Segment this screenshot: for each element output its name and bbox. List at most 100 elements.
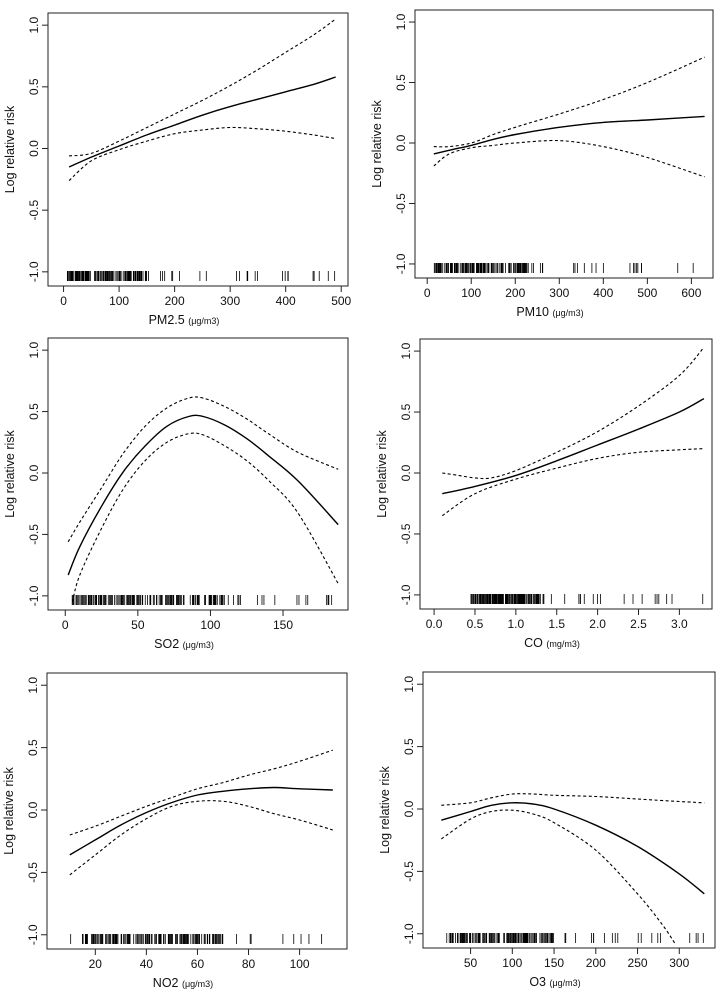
series-group xyxy=(69,749,333,876)
x-tick-label: 100 xyxy=(290,957,310,971)
upper-ci-line xyxy=(441,793,705,806)
x-tick-label: 0.5 xyxy=(467,617,484,631)
x-tick-label: 150 xyxy=(273,618,293,632)
x-axis: 0.0 0.5 1.0 1.5 2.0 2.5 3.0 CO (mg/m3) xyxy=(426,609,688,650)
x-axis-label-pollutant: SO2 xyxy=(154,637,183,651)
upper-ci-line xyxy=(442,347,705,480)
x-tick-label: 600 xyxy=(681,286,701,300)
series-group xyxy=(441,347,705,517)
y-tick-label: 0.0 xyxy=(27,140,41,157)
x-tick-label: 400 xyxy=(593,286,613,300)
plot-frame xyxy=(47,12,349,287)
y-tick-label: -0.5 xyxy=(27,200,41,221)
y-tick-label: -0.5 xyxy=(26,862,40,883)
x-axis-label-pollutant: NO2 xyxy=(153,976,182,990)
estimate-line xyxy=(69,786,333,856)
y-tick-label: 1.0 xyxy=(402,676,416,693)
y-axis: -1.0 -0.5 0.0 0.5 1.0 Log relative risk xyxy=(375,342,420,605)
upper-ci-line xyxy=(67,396,339,543)
y-tick-label: 0.0 xyxy=(27,464,41,481)
rug-plot xyxy=(433,263,694,273)
y-axis: -1.0 -0.5 0.0 0.5 1.0 Log relative risk xyxy=(378,676,423,944)
estimate-line xyxy=(441,802,705,895)
estimate-line xyxy=(442,397,705,495)
y-tick-label: 1.0 xyxy=(394,13,408,30)
x-axis-label-unit: (μg/m3) xyxy=(183,640,214,650)
chart-panel-4: -1.0 -0.5 0.0 0.5 1.0 Log relative risk 0.0 0.5… xyxy=(375,338,713,650)
plot-frame xyxy=(419,338,713,610)
x-axis: 50 100 150 200 250 300 O3 (μg/m3) xyxy=(464,948,690,989)
x-axis-label-unit: (μg/m3) xyxy=(549,978,580,988)
x-tick-label: 100 xyxy=(502,956,522,970)
x-tick-label: 60 xyxy=(191,957,205,971)
x-tick-label: 100 xyxy=(461,286,481,300)
y-axis-label: Log relative risk xyxy=(3,429,17,517)
rug-plot xyxy=(70,934,323,944)
lower-ci-line xyxy=(69,800,333,876)
y-tick-label: -1.0 xyxy=(26,924,40,945)
chart-panel-1: -1.0 -0.5 0.0 0.5 1.0 Log relative risk 0 100 20… xyxy=(3,12,352,327)
series-group xyxy=(440,793,705,945)
y-tick-label: -1.0 xyxy=(27,585,41,606)
x-axis-label: PM2.5 (μg/m3) xyxy=(149,313,220,327)
y-tick-label: 0.5 xyxy=(399,403,413,420)
x-tick-label: 0 xyxy=(424,286,431,300)
x-axis-label-unit: (mg/m3) xyxy=(546,639,580,649)
estimate-line xyxy=(68,76,336,168)
x-tick-label: 250 xyxy=(628,956,648,970)
x-axis-label-pollutant: O3 xyxy=(529,975,549,989)
y-tick-label: -0.5 xyxy=(27,524,41,545)
x-tick-label: 20 xyxy=(89,957,103,971)
x-tick-label: 2.5 xyxy=(630,617,647,631)
chart-panel-2: -1.0 -0.5 0.0 0.5 1.0 Log relative risk 0 100 20… xyxy=(370,9,714,319)
upper-ci-line xyxy=(433,56,705,148)
y-axis: -1.0 -0.5 0.0 0.5 1.0 Log relative risk xyxy=(370,13,415,274)
x-tick-label: 300 xyxy=(669,956,689,970)
y-tick-label: -1.0 xyxy=(402,923,416,944)
y-tick-label: -0.5 xyxy=(399,523,413,544)
x-axis: 0 50 100 150 SO2 (μg/m3) xyxy=(62,610,293,651)
chart-panel-3: -1.0 -0.5 0.0 0.5 1.0 Log relative risk 0 50 100… xyxy=(3,337,349,651)
x-axis: 20 40 60 80 100 NO2 (μg/m3) xyxy=(89,949,310,990)
rug-plot xyxy=(71,595,333,605)
x-tick-label: 1.5 xyxy=(548,617,565,631)
y-tick-label: 0.5 xyxy=(26,739,40,756)
y-tick-label: 1.0 xyxy=(26,677,40,694)
x-tick-label: 400 xyxy=(276,294,296,308)
x-tick-label: 200 xyxy=(586,956,606,970)
series-group xyxy=(67,396,339,603)
x-tick-label: 200 xyxy=(165,294,185,308)
x-axis-label-unit: (μg/m3) xyxy=(182,979,213,989)
x-tick-label: 150 xyxy=(544,956,564,970)
x-axis: 0 100 200 300 400 500 PM2.5 (μg/m3) xyxy=(60,286,352,327)
chart-panel-6: -1.0 -0.5 0.0 0.5 1.0 Log relative risk 50 100 1… xyxy=(378,671,716,989)
x-tick-label: 3.0 xyxy=(671,617,688,631)
y-tick-label: 0.0 xyxy=(26,801,40,818)
y-axis: -1.0 -0.5 0.0 0.5 1.0 Log relative risk xyxy=(3,17,48,282)
x-axis-label-unit: (μg/m3) xyxy=(552,308,583,318)
y-tick-label: 0.5 xyxy=(402,738,416,755)
y-tick-label: 0.0 xyxy=(399,464,413,481)
x-tick-label: 1.0 xyxy=(508,617,525,631)
y-tick-label: 1.0 xyxy=(27,341,41,358)
lower-ci-line xyxy=(441,448,704,517)
y-tick-label: 0.5 xyxy=(27,403,41,420)
lower-ci-line xyxy=(440,809,676,945)
rug-plot xyxy=(446,933,704,943)
series-group xyxy=(433,56,705,178)
estimate-line xyxy=(67,414,339,576)
y-axis-label: Log relative risk xyxy=(3,105,17,193)
rug-plot xyxy=(66,271,336,281)
y-tick-label: -1.0 xyxy=(399,584,413,605)
x-axis-label-unit: (μg/m3) xyxy=(188,316,219,326)
y-tick-label: 0.5 xyxy=(27,78,41,95)
x-tick-label: 0 xyxy=(62,618,69,632)
x-axis-label: O3 (μg/m3) xyxy=(529,975,580,989)
lower-ci-line xyxy=(433,139,705,178)
x-tick-label: 2.0 xyxy=(589,617,606,631)
x-axis-label: NO2 (μg/m3) xyxy=(153,976,213,990)
x-tick-label: 100 xyxy=(200,618,220,632)
estimate-line xyxy=(433,115,705,155)
x-tick-label: 100 xyxy=(109,294,129,308)
